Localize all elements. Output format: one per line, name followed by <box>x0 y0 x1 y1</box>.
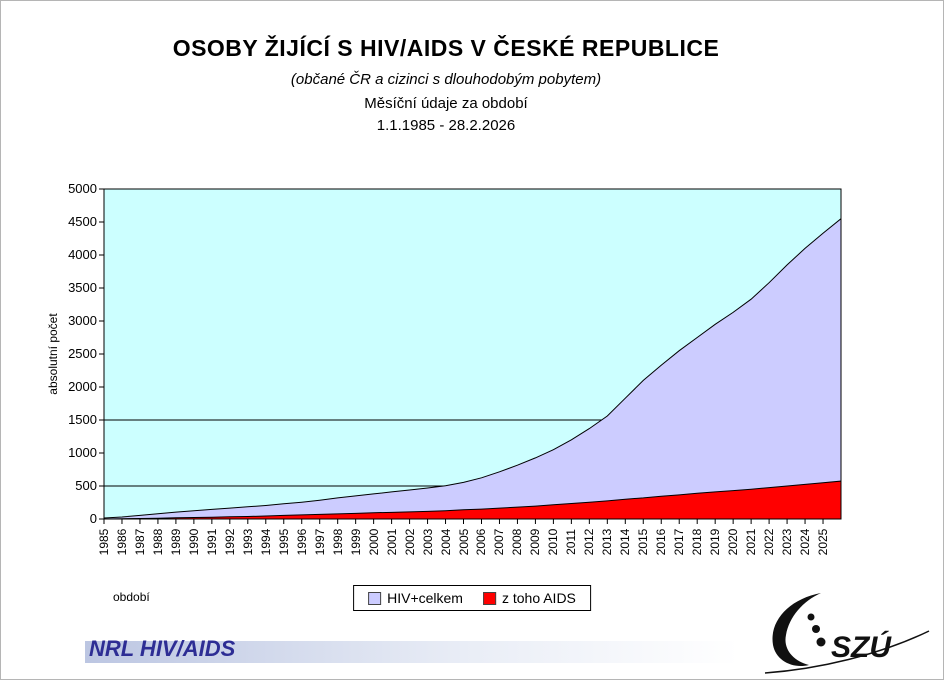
x-tick-label: 2007 <box>492 528 507 556</box>
x-tick-label: 2025 <box>816 528 831 556</box>
y-tick-label: 5000 <box>68 181 97 196</box>
x-tick-label: 1997 <box>312 528 327 556</box>
szu-dot-icon <box>812 625 820 633</box>
chart-subtitle-citizens: (občané ČR a cizinci s dlouhodobým pobyt… <box>290 71 602 88</box>
szu-logo-text: SZÚ <box>831 630 892 664</box>
legend-label-hiv: HIV+celkem <box>387 590 463 606</box>
x-tick-label: 2014 <box>618 528 633 556</box>
y-tick-label: 3000 <box>68 313 97 328</box>
x-tick-label: 1994 <box>258 528 273 556</box>
y-tick-label: 500 <box>75 478 97 493</box>
x-tick-label: 2023 <box>780 528 795 556</box>
hiv-series-swatch-icon <box>368 591 382 605</box>
chart-legend: HIV+celkem z toho AIDS <box>353 585 591 611</box>
aids-series-swatch-icon <box>482 591 496 605</box>
legend-item-hiv: HIV+celkem <box>368 590 463 606</box>
x-tick-label: 2001 <box>384 528 399 556</box>
szu-underline-icon <box>764 630 930 674</box>
y-tick-label: 4500 <box>68 214 97 229</box>
x-tick-label: 1987 <box>132 528 147 556</box>
y-tick-label: 2500 <box>68 346 97 361</box>
x-tick-label: 2021 <box>744 528 759 556</box>
x-tick-label: 2004 <box>438 528 453 556</box>
legend-label-aids: z toho AIDS <box>501 590 576 606</box>
x-tick-label: 1985 <box>97 528 111 556</box>
x-tick-label: 2005 <box>456 528 471 556</box>
x-tick-label: 2006 <box>474 528 489 556</box>
x-tick-label: 2002 <box>402 528 417 556</box>
x-tick-label: 2008 <box>510 528 525 556</box>
x-tick-label: 2017 <box>672 528 687 556</box>
x-tick-label: 1989 <box>168 528 183 556</box>
chart-title: OSOBY ŽIJÍCÍ S HIV/AIDS V ČESKÉ REPUBLIC… <box>172 35 720 61</box>
x-tick-label: 1998 <box>330 528 345 556</box>
x-tick-label: 2003 <box>420 528 435 556</box>
y-tick-label: 1000 <box>68 445 97 460</box>
x-tick-label: 1995 <box>276 528 291 556</box>
x-tick-label: 2015 <box>636 528 651 556</box>
chart-subtitle-daterange: 1.1.1985 - 28.2.2026 <box>376 117 516 134</box>
y-tick-label: 1500 <box>68 412 97 427</box>
szu-dot-icon <box>816 637 826 647</box>
y-tick-label: 4000 <box>68 247 97 262</box>
y-tick-label: 0 <box>89 511 97 526</box>
footer-brand: NRL HIV/AIDS <box>89 636 236 661</box>
x-tick-label: 1993 <box>240 528 255 556</box>
x-tick-label: 2013 <box>600 528 615 556</box>
x-tick-label: 1992 <box>222 528 237 556</box>
x-tick-label: 1986 <box>114 528 129 556</box>
chart-subtitle-period: Měsíční údaje za období <box>364 95 528 112</box>
x-tick-label: 2009 <box>528 528 543 556</box>
szu-dot-icon <box>807 613 815 621</box>
footer-gradient-bar <box>85 641 773 663</box>
szu-logo: SZÚ <box>764 593 930 674</box>
x-tick-label: 2024 <box>798 528 813 556</box>
x-tick-label: 2011 <box>564 529 579 555</box>
y-tick-label: 2000 <box>68 379 97 394</box>
x-tick-label: 1990 <box>186 528 201 556</box>
x-tick-label: 2022 <box>762 528 777 556</box>
x-tick-label: 2010 <box>546 528 561 556</box>
x-axis-title: období <box>113 590 150 604</box>
legend-item-aids: z toho AIDS <box>482 590 576 606</box>
szu-swoosh-icon <box>772 593 821 667</box>
x-tick-label: 1991 <box>204 528 219 556</box>
x-tick-label: 2020 <box>726 528 741 556</box>
x-tick-label: 2000 <box>366 528 381 556</box>
x-tick-label: 2018 <box>690 528 705 556</box>
y-tick-label: 3500 <box>68 280 97 295</box>
x-tick-label: 2019 <box>708 528 723 556</box>
x-tick-label: 1996 <box>294 528 309 556</box>
x-tick-label: 2012 <box>582 528 597 556</box>
x-tick-label: 1999 <box>348 528 363 556</box>
x-tick-label: 2016 <box>654 528 669 556</box>
x-tick-label: 1988 <box>150 528 165 556</box>
